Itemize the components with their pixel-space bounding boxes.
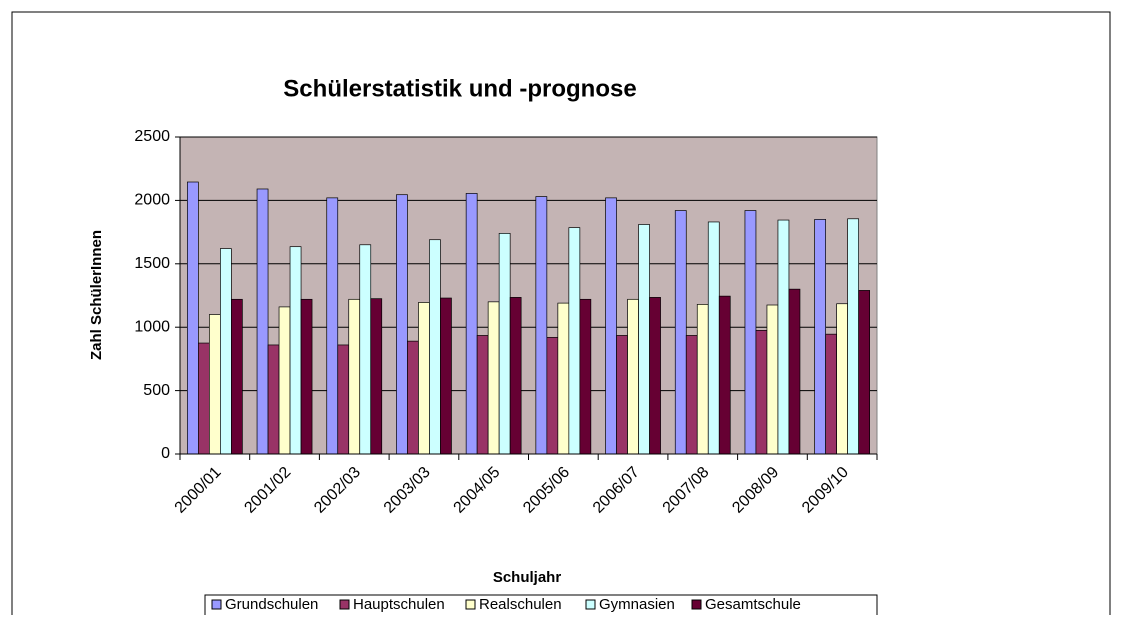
bar: [546, 336, 559, 455]
bar: [744, 210, 757, 455]
bar: [674, 210, 687, 455]
bar: [278, 306, 291, 455]
bar: [300, 298, 313, 455]
legend-label: Grundschulen: [225, 596, 318, 613]
bar: [418, 302, 430, 455]
bar: [858, 290, 871, 455]
legend-swatch: [691, 599, 702, 610]
legend-label: Gymnasien: [599, 596, 675, 613]
legend-label: Realschulen: [479, 596, 562, 613]
bar: [509, 297, 522, 455]
bar: [696, 304, 709, 455]
bar: [256, 188, 269, 455]
bar: [440, 297, 452, 455]
x-axis-title: Schuljahr: [493, 569, 562, 586]
bar: [231, 298, 243, 455]
y-tick-label: 500: [143, 382, 170, 399]
bar: [267, 344, 280, 455]
legend-swatch: [211, 599, 222, 610]
legend-label: Hauptschulen: [353, 596, 445, 613]
bar: [755, 330, 768, 455]
bar: [836, 303, 849, 455]
bar: [649, 297, 661, 455]
bar: [788, 288, 801, 455]
bar: [465, 193, 478, 455]
y-tick-label: 0: [161, 445, 170, 462]
bar: [487, 301, 500, 455]
bar: [847, 218, 860, 455]
bar: [209, 314, 221, 455]
bar: [337, 344, 350, 455]
bar: [326, 197, 339, 455]
bar: [638, 224, 650, 455]
y-tick-label: 1000: [134, 318, 170, 335]
bar: [370, 298, 383, 455]
legend-label: Gesamtschule: [705, 596, 801, 613]
bar: [627, 298, 639, 455]
bar: [289, 246, 302, 455]
bar: [707, 221, 720, 455]
bar: [407, 340, 419, 455]
bar: [198, 342, 210, 455]
y-tick-label: 1500: [134, 255, 170, 272]
y-tick-label: 2500: [134, 128, 170, 145]
bar: [535, 196, 548, 455]
bar: [616, 335, 628, 455]
bar: [557, 302, 570, 455]
bar: [825, 333, 838, 455]
bar: [766, 304, 779, 455]
y-axis-title: Zahl SchülerInnen: [88, 230, 105, 360]
legend-swatch: [465, 599, 476, 610]
bar: [429, 239, 441, 455]
bar: [814, 219, 827, 455]
bar: [396, 194, 408, 455]
bar: [220, 248, 232, 455]
bar: [187, 181, 199, 455]
chart-title: Schülerstatistik und -prognose: [283, 75, 636, 102]
legend-swatch: [339, 599, 350, 610]
bar: [718, 295, 731, 455]
bar: [777, 219, 790, 455]
bar: [348, 298, 361, 455]
bar: [476, 335, 489, 455]
bar: [605, 197, 617, 455]
bar: [498, 233, 511, 455]
y-tick-label: 2000: [134, 192, 170, 209]
bar: [359, 244, 372, 455]
bar: [685, 335, 698, 455]
legend-swatch: [585, 599, 596, 610]
bar: [579, 298, 592, 455]
bar: [568, 227, 581, 455]
